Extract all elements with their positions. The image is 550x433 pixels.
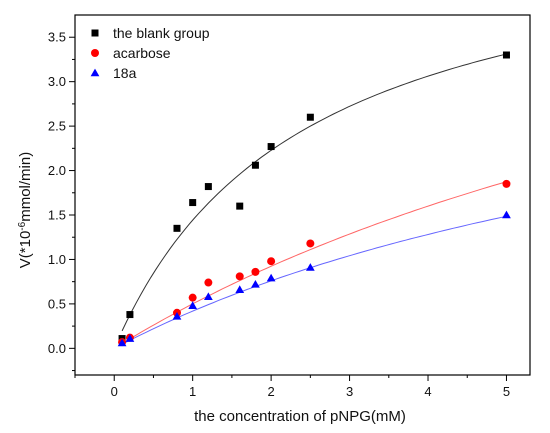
data-point-triangle (125, 334, 135, 342)
data-point-square (189, 199, 197, 207)
y-tick-label: 2.5 (48, 119, 66, 134)
data-point-circle (251, 267, 260, 276)
fit-curve-acarbose (121, 181, 507, 344)
data-point-square (173, 224, 181, 232)
data-point-circle (267, 257, 276, 266)
data-points (117, 51, 511, 347)
legend-marker-circle (91, 49, 99, 57)
data-point-triangle (235, 285, 245, 293)
data-point-square (267, 143, 275, 151)
data-point-square (236, 202, 244, 210)
data-point-square (502, 51, 510, 59)
data-point-square (306, 113, 314, 121)
x-tick-label: 3 (346, 384, 353, 399)
y-axis-label-sup: -6 (17, 221, 28, 230)
legend-marker-square (91, 29, 99, 37)
y-tick-label: 0.0 (48, 341, 66, 356)
legend-label: the blank group (113, 25, 210, 41)
fit-curve-the-blank-group (121, 53, 507, 332)
data-point-triangle (502, 210, 511, 219)
data-point-square (204, 183, 212, 191)
data-point-square (126, 311, 134, 319)
legend-marker-triangle (90, 68, 100, 77)
y-axis-label-main: V(*10 (17, 231, 34, 269)
x-tick-label: 5 (503, 384, 510, 399)
legend-label: 18a (113, 65, 137, 81)
plot-frame (74, 14, 531, 376)
y-tick-label: 1.0 (48, 252, 66, 267)
fit-curves (121, 53, 507, 345)
x-tick-label: 0 (111, 384, 118, 399)
data-point-triangle (188, 301, 198, 309)
data-point-triangle (117, 338, 127, 347)
fit-curve-18a (121, 215, 507, 345)
data-point-circle (188, 293, 197, 302)
x-tick-label: 4 (424, 384, 431, 399)
legend: the blank group acarbose 18a (90, 25, 210, 81)
data-point-triangle (266, 273, 276, 282)
legend-label: acarbose (113, 45, 171, 61)
y-tick-label: 3.0 (48, 74, 66, 89)
y-axis-label-rest: mmol/min) (17, 152, 34, 222)
y-tick-label: 3.5 (48, 30, 66, 45)
y-tick-label: 2.0 (48, 163, 66, 178)
x-axis-label: the concentration of pNPG(mM) (194, 408, 406, 425)
data-point-triangle (203, 292, 213, 301)
data-point-triangle (251, 279, 260, 288)
data-point-circle (235, 272, 244, 281)
data-point-triangle (172, 311, 182, 320)
data-point-triangle (305, 263, 315, 271)
data-point-circle (204, 278, 213, 287)
x-tick-label: 1 (189, 384, 196, 399)
axes: 0 1 2 3 4 5 0.0 0.5 1.0 1.5 2.0 2.5 3.0 3.5 (48, 14, 531, 399)
data-point-square (251, 161, 259, 169)
x-tick-label: 2 (268, 384, 275, 399)
y-tick-label: 0.5 (48, 296, 66, 311)
data-point-circle (306, 239, 315, 248)
y-axis-label: V(*10-6mmol/min) (17, 152, 35, 268)
y-tick-label: 1.5 (48, 208, 66, 223)
data-point-circle (502, 179, 511, 188)
